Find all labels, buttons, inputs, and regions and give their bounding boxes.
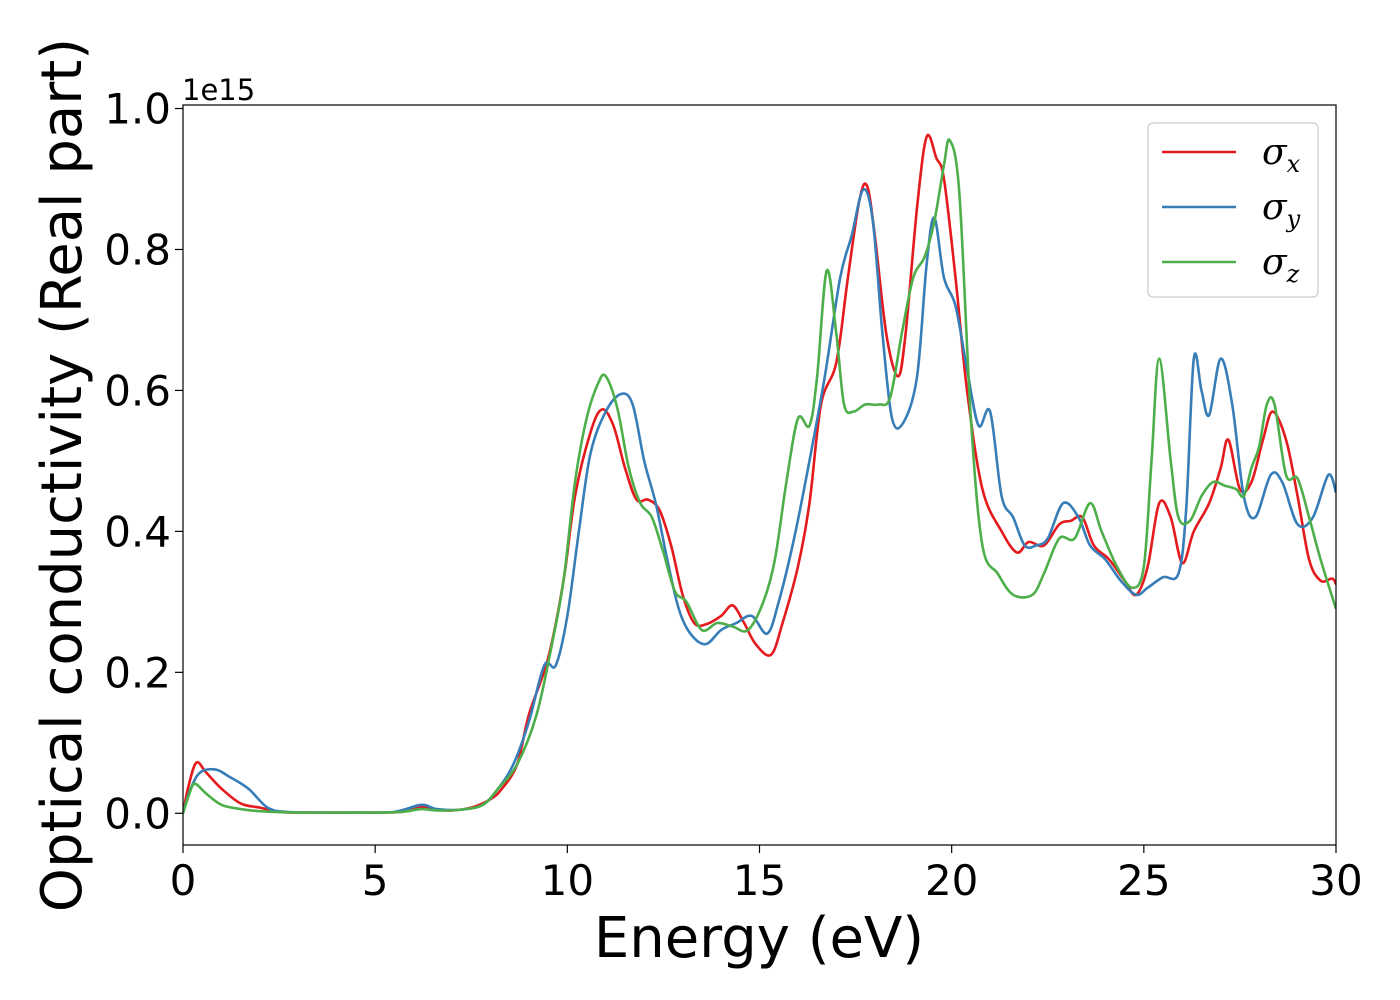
y-tick-label: 0.2	[104, 648, 171, 697]
legend-box	[1147, 122, 1319, 298]
y-tick-label: 1.0	[104, 85, 171, 134]
y-axis-ticks: 0.0 0.2 0.4 0.6 0.8 1.0	[104, 85, 183, 838]
x-tick-label: 0	[170, 856, 197, 905]
x-tick-label: 5	[362, 856, 389, 905]
x-axis-ticks: 0 5 10 15 20 25 30	[170, 845, 1363, 905]
x-tick-label: 20	[925, 856, 978, 905]
x-tick-label: 15	[733, 856, 786, 905]
series-layer	[183, 133, 1336, 814]
x-tick-label: 25	[1117, 856, 1170, 905]
y-tick-label: 0.4	[104, 507, 171, 556]
y-tick-label: 0.8	[104, 225, 171, 274]
legend: σx σy σz	[1147, 122, 1319, 298]
x-tick-label: 10	[541, 856, 594, 905]
legend-label-z: σz	[1262, 242, 1300, 288]
x-tick-label: 30	[1309, 856, 1362, 905]
plot-area	[183, 105, 1336, 845]
series-line-z	[183, 138, 1336, 814]
y-offset-label: 1e15	[182, 73, 255, 107]
legend-label-y: σy	[1262, 187, 1301, 233]
y-axis-title: Optical conductivity (Real part)	[30, 38, 95, 912]
x-axis-title: Energy (eV)	[594, 906, 924, 971]
legend-label-x: σx	[1262, 132, 1301, 178]
y-tick-label: 0.6	[104, 366, 171, 415]
y-tick-label: 0.0	[104, 789, 171, 838]
